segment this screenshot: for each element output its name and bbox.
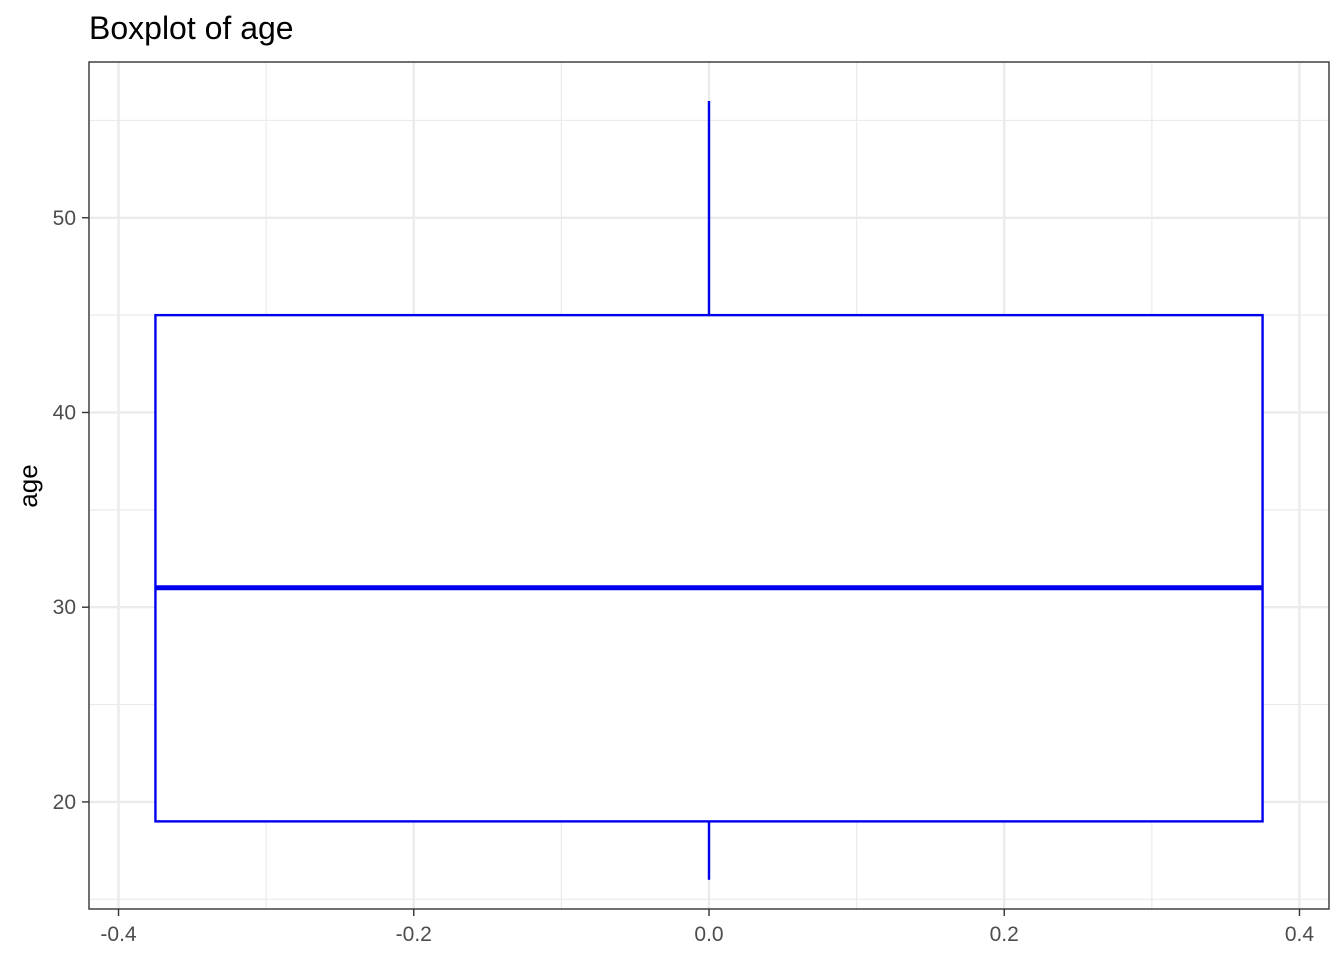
x-tick-label: -0.2 (396, 923, 432, 946)
box-plot (154, 100, 1264, 880)
y-axis: 20 30 40 50 (53, 207, 89, 814)
y-tick-label: 40 (53, 401, 76, 424)
iqr-box (154, 313, 1264, 823)
x-tick-label: -0.4 (100, 923, 137, 946)
x-tick-label: 0.0 (694, 923, 723, 946)
y-axis-label: age (13, 464, 43, 507)
y-tick-label: 50 (53, 207, 76, 230)
x-tick-label: 0.2 (990, 923, 1019, 946)
x-axis: -0.4 -0.2 0.0 0.2 0.4 (100, 909, 1314, 946)
chart-title: Boxplot of age (89, 10, 294, 46)
y-tick-label: 30 (53, 596, 76, 619)
x-tick-label: 0.4 (1285, 923, 1315, 946)
y-tick-label: 20 (53, 791, 76, 814)
